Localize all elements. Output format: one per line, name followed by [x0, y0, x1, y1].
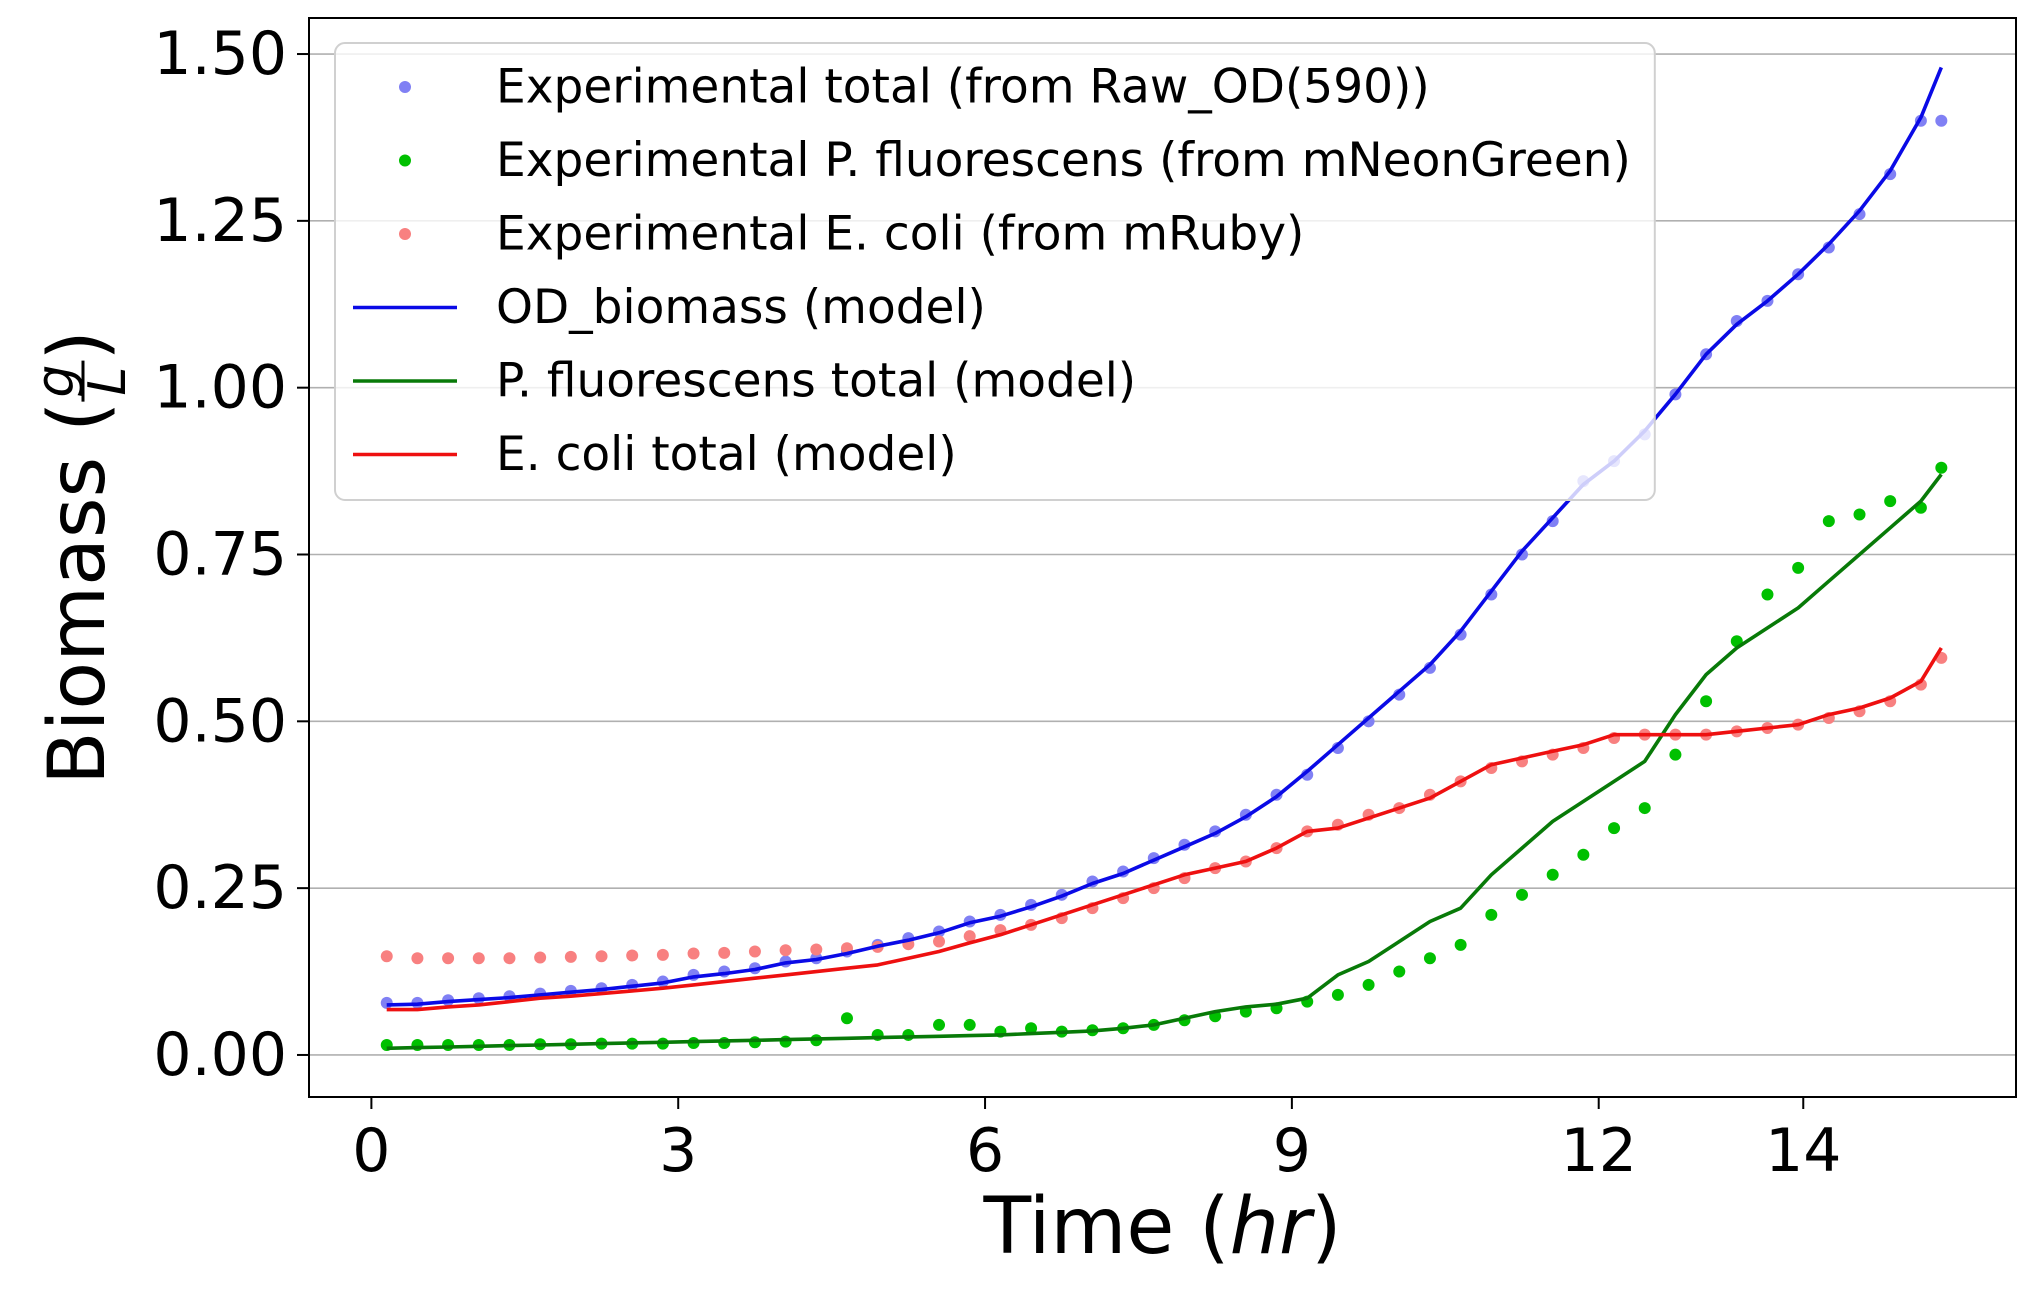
y-axis-label-part: ) — [33, 330, 123, 360]
y-tick-label: 1.00 — [153, 353, 287, 423]
data-point — [1853, 508, 1866, 521]
data-point — [1331, 988, 1344, 1001]
data-point — [1822, 515, 1835, 528]
plot-area — [380, 66, 1948, 1051]
data-point — [1822, 241, 1835, 254]
legend-label: Experimental P. fluorescens (from mNeonG… — [496, 133, 1631, 188]
legend-label: Experimental E. coli (from mRuby) — [496, 207, 1304, 262]
data-point — [840, 1012, 853, 1025]
data-point — [1423, 952, 1436, 965]
data-point — [963, 1018, 976, 1031]
y-tick-label: 0.50 — [153, 686, 287, 756]
data-line — [386, 646, 1943, 1012]
data-point — [779, 1035, 792, 1048]
data-line — [386, 473, 1943, 1051]
data-line — [386, 66, 1943, 1007]
data-point — [442, 952, 455, 965]
y-tick-label: 1.25 — [153, 186, 287, 256]
legend-marker — [399, 81, 411, 93]
y-tick-label: 0.75 — [153, 519, 287, 589]
x-tick-label: 9 — [1273, 1116, 1311, 1186]
data-point — [779, 944, 792, 957]
data-point — [1608, 822, 1621, 835]
legend-label: E. coli total (model) — [496, 427, 957, 482]
legend: Experimental total (from Raw_OD(590)) Exp… — [334, 42, 1656, 501]
data-point — [1546, 868, 1559, 881]
data-point — [626, 949, 639, 962]
data-point — [1792, 561, 1805, 574]
x-tick-label: 6 — [966, 1116, 1004, 1186]
data-point — [933, 1018, 946, 1031]
y-tick-label: 0.25 — [153, 853, 287, 923]
data-point — [503, 952, 516, 965]
data-point — [595, 950, 608, 963]
x-tick-label: 12 — [1561, 1116, 1637, 1186]
legend-marker — [399, 228, 411, 240]
x-tick-label: 3 — [659, 1116, 697, 1186]
data-point — [1485, 908, 1498, 921]
data-point — [472, 952, 485, 965]
x-axis-label: Time (hr) — [982, 1182, 1341, 1272]
data-point — [748, 945, 761, 958]
data-point — [442, 1038, 455, 1051]
data-point — [718, 1036, 731, 1049]
data-point — [1454, 628, 1467, 641]
data-point — [1546, 515, 1559, 528]
data-point — [718, 946, 731, 959]
y-axis-label: Biomass ( gL) — [26, 330, 138, 785]
y-axis-label-numerator: g — [26, 365, 86, 398]
data-point — [1884, 495, 1897, 508]
legend-label: OD_biomass (model) — [496, 280, 986, 335]
x-axis-label-part: ) — [1311, 1182, 1341, 1272]
data-point — [1393, 965, 1406, 978]
x-tick-label: 0 — [352, 1116, 390, 1186]
data-point — [1577, 848, 1590, 861]
y-axis-label-denominator: L — [78, 367, 138, 396]
data-point — [1638, 802, 1651, 815]
x-axis-label-part: Time ( — [982, 1182, 1229, 1272]
data-point — [687, 947, 700, 960]
data-point — [1935, 114, 1948, 127]
data-point — [1935, 461, 1948, 474]
data-point — [656, 948, 669, 961]
y-tick-label: 1.50 — [153, 19, 287, 89]
data-point — [1516, 888, 1529, 901]
legend-label: P. fluorescens total (model) — [496, 354, 1136, 409]
data-point — [380, 950, 393, 963]
data-point — [963, 930, 976, 943]
data-point — [1669, 748, 1682, 761]
data-point — [1025, 1022, 1038, 1035]
data-point — [1853, 208, 1866, 221]
data-point — [748, 1036, 761, 1049]
data-point — [1761, 588, 1774, 601]
y-axis-label-part: Biomass ( — [33, 402, 123, 785]
legend-box — [334, 42, 1656, 501]
data-point — [810, 943, 823, 956]
data-point — [1454, 938, 1467, 951]
data-point — [1700, 695, 1713, 708]
data-point — [380, 996, 393, 1009]
axes-frame — [308, 17, 2017, 1098]
data-point — [534, 951, 547, 964]
data-point — [411, 952, 424, 965]
legend-label: Experimental total (from Raw_OD(590)) — [496, 60, 1430, 115]
legend-marker — [399, 154, 411, 167]
data-point — [902, 1028, 915, 1041]
data-point — [933, 935, 946, 948]
data-point — [564, 950, 577, 963]
x-axis-label-part: hr — [1230, 1182, 1316, 1272]
data-point — [1362, 978, 1375, 991]
y-tick-label: 0.00 — [153, 1020, 287, 1090]
x-tick-label: 14 — [1765, 1116, 1841, 1186]
